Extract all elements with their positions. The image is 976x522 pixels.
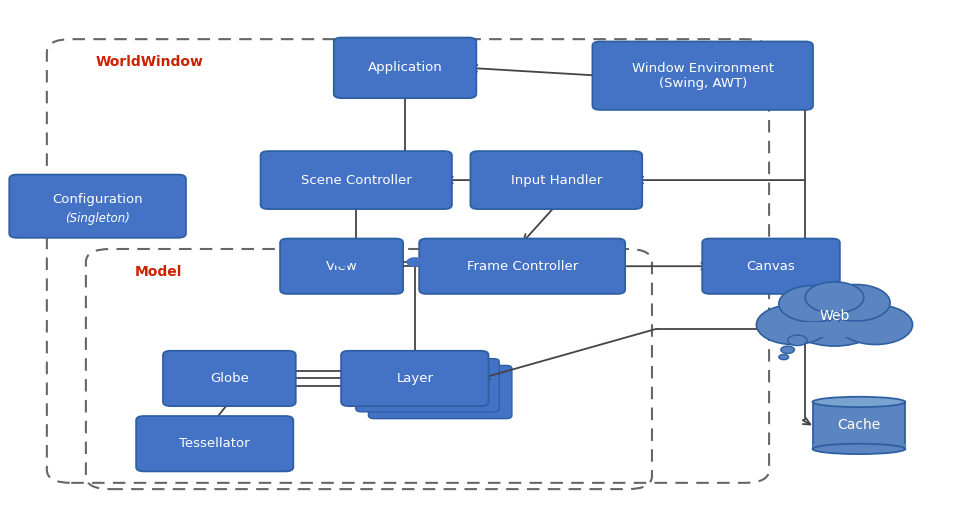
Text: Window Environment
(Swing, AWT): Window Environment (Swing, AWT) — [631, 62, 774, 90]
Ellipse shape — [812, 397, 906, 407]
FancyBboxPatch shape — [592, 42, 813, 110]
Bar — [812, 402, 906, 449]
Text: Tessellator: Tessellator — [180, 437, 250, 450]
Circle shape — [779, 354, 789, 360]
Circle shape — [397, 48, 413, 56]
FancyBboxPatch shape — [280, 239, 403, 294]
Circle shape — [805, 282, 864, 313]
Text: Input Handler: Input Handler — [510, 174, 602, 186]
Text: Cache: Cache — [837, 419, 880, 432]
Circle shape — [838, 305, 913, 345]
FancyBboxPatch shape — [137, 416, 294, 471]
Text: Application: Application — [368, 62, 442, 74]
Text: Globe: Globe — [210, 372, 249, 385]
FancyBboxPatch shape — [703, 239, 840, 294]
Circle shape — [788, 296, 881, 346]
Circle shape — [781, 346, 794, 353]
Text: Model: Model — [135, 265, 183, 279]
Circle shape — [822, 284, 890, 321]
FancyBboxPatch shape — [334, 38, 476, 98]
FancyBboxPatch shape — [163, 351, 296, 406]
Text: Web: Web — [819, 309, 850, 323]
Text: WorldWindow: WorldWindow — [96, 55, 204, 69]
Text: Scene Controller: Scene Controller — [301, 174, 412, 186]
FancyBboxPatch shape — [788, 322, 881, 337]
Text: (Singleton): (Singleton) — [65, 212, 130, 225]
Ellipse shape — [812, 444, 906, 454]
FancyBboxPatch shape — [369, 365, 511, 419]
Text: Frame Controller: Frame Controller — [467, 260, 578, 272]
Text: Configuration: Configuration — [53, 193, 142, 206]
FancyBboxPatch shape — [470, 151, 642, 209]
Text: Layer: Layer — [396, 372, 433, 385]
FancyBboxPatch shape — [10, 175, 185, 238]
Circle shape — [779, 286, 847, 322]
FancyBboxPatch shape — [261, 151, 452, 209]
Circle shape — [334, 258, 349, 266]
Text: View: View — [326, 260, 357, 272]
Circle shape — [788, 335, 807, 346]
FancyBboxPatch shape — [420, 239, 626, 294]
Text: Canvas: Canvas — [747, 260, 795, 272]
Circle shape — [407, 258, 423, 266]
Circle shape — [756, 305, 831, 345]
FancyBboxPatch shape — [342, 351, 488, 406]
FancyBboxPatch shape — [356, 359, 500, 412]
